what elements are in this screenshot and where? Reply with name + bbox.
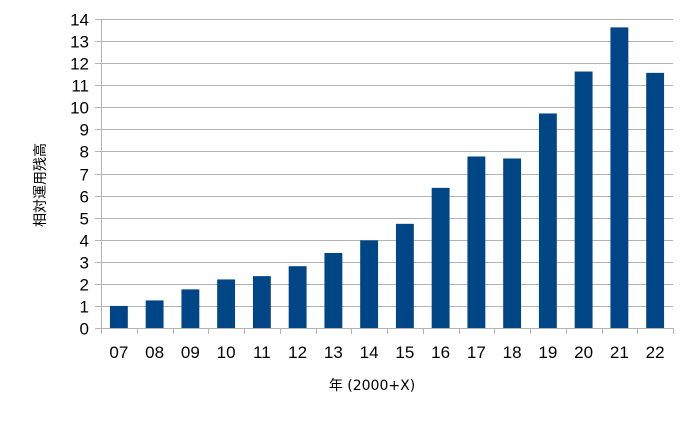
x-tick-label: 16: [431, 343, 450, 362]
bar-16: [431, 187, 450, 328]
bar-10: [217, 279, 236, 328]
x-tick-label: 09: [181, 343, 200, 362]
bar-21: [610, 27, 629, 328]
x-tick-labels: 07 08 09 10 11 12 13 14 15 16 17 18 19 20 21 22: [109, 343, 664, 362]
bar-08: [145, 300, 164, 328]
x-tick-label: 08: [145, 343, 164, 362]
bar-11: [252, 276, 271, 328]
x-tick-label: 22: [646, 343, 665, 362]
y-tick-label: 10: [70, 99, 89, 118]
bar-20: [574, 71, 593, 328]
bar-14: [360, 240, 379, 328]
bar-17: [467, 156, 486, 328]
axes: [95, 19, 674, 334]
y-tick-label: 7: [80, 166, 89, 185]
bar-09: [181, 289, 200, 328]
x-tick-label: 18: [503, 343, 522, 362]
bars: [109, 27, 665, 329]
bar-15: [395, 223, 414, 328]
x-tick-label: 17: [467, 343, 486, 362]
x-tick-label: 13: [324, 343, 343, 362]
y-tick-label: 2: [80, 276, 89, 295]
x-tick-label: 10: [217, 343, 236, 362]
gridlines: [101, 19, 673, 307]
bar-13: [324, 252, 343, 328]
bar-19: [538, 113, 557, 328]
x-tick-label: 14: [360, 343, 379, 362]
x-tick-label: 12: [288, 343, 307, 362]
y-tick-label: 4: [80, 232, 89, 251]
x-axis-title: 年 (2000+X): [329, 378, 415, 394]
y-tick-label: 8: [80, 143, 89, 162]
y-tick-label: 6: [80, 188, 89, 207]
x-tick-label: 21: [610, 343, 629, 362]
y-tick-label: 5: [80, 210, 89, 229]
x-tick-label: 20: [574, 343, 593, 362]
x-tick-label: 11: [253, 343, 271, 362]
bar-12: [288, 266, 307, 328]
y-tick-label: 1: [80, 298, 89, 317]
x-tick-label: 19: [538, 343, 557, 362]
bar-22: [646, 72, 665, 329]
bar-18: [503, 158, 522, 328]
y-tick-label: 9: [80, 121, 89, 140]
y-tick-label: 3: [80, 254, 89, 273]
y-tick-label: 14: [70, 11, 89, 30]
x-tick-label: 15: [395, 343, 414, 362]
y-axis-title: 相対運用残高: [32, 143, 49, 227]
bar-07: [109, 305, 128, 328]
y-tick-label: 0: [80, 320, 89, 339]
y-tick-label: 13: [70, 33, 89, 52]
y-tick-label: 12: [70, 55, 89, 74]
x-tick-label: 07: [109, 343, 128, 362]
y-tick-label: 11: [71, 77, 89, 96]
